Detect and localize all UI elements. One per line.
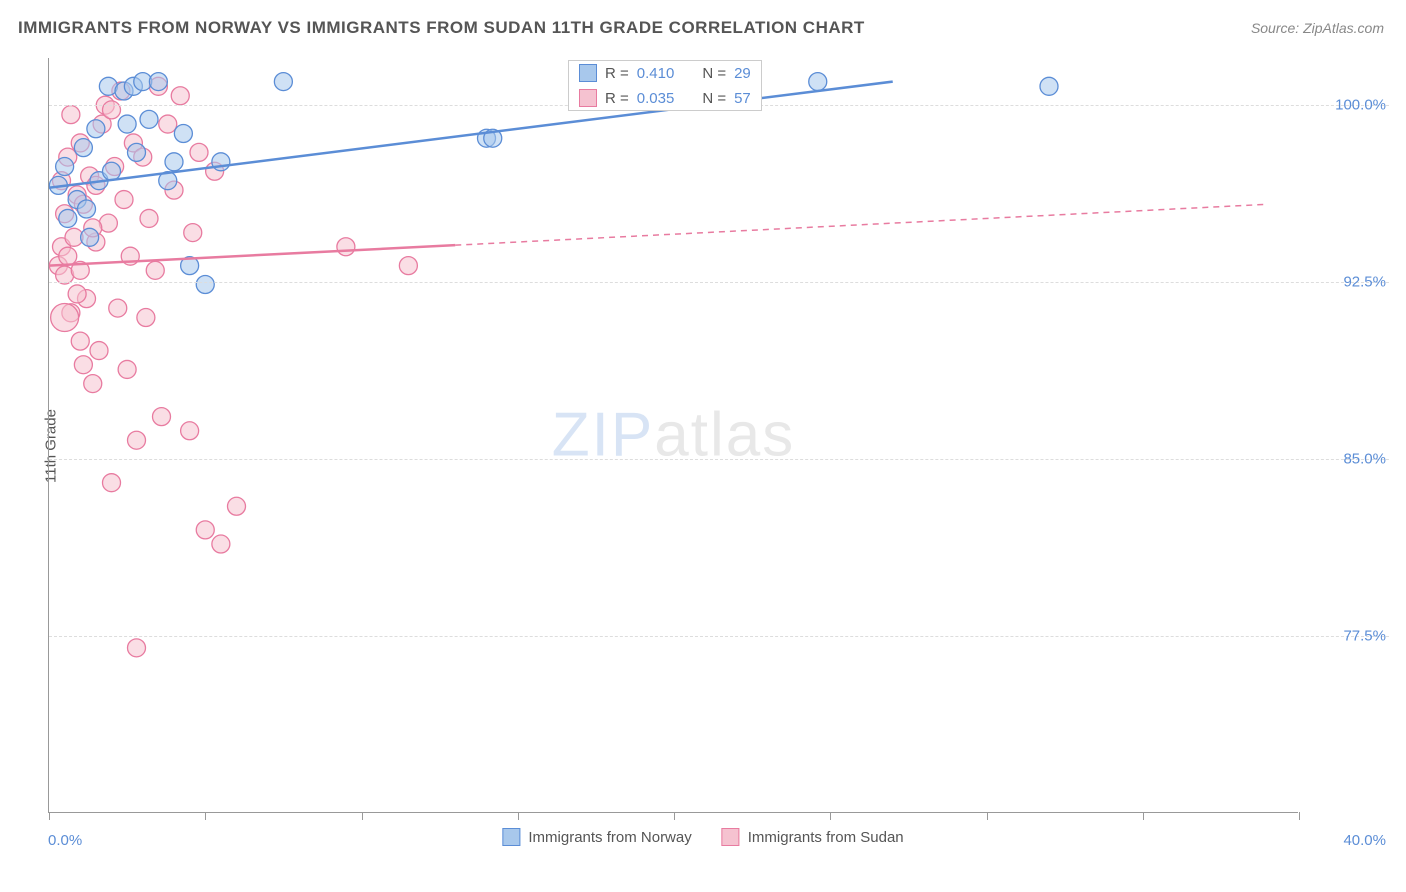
x-tick — [987, 812, 988, 820]
scatter-point — [71, 332, 89, 350]
legend-label-norway: Immigrants from Norway — [528, 829, 691, 846]
scatter-point — [90, 342, 108, 360]
x-tick — [518, 812, 519, 820]
scatter-point — [196, 521, 214, 539]
scatter-point — [81, 228, 99, 246]
x-tick — [362, 812, 363, 820]
gridline — [49, 636, 1389, 637]
scatter-point — [128, 143, 146, 161]
scatter-point — [74, 356, 92, 374]
scatter-point — [153, 408, 171, 426]
scatter-point — [140, 209, 158, 227]
scatter-point — [51, 304, 79, 332]
legend-row-sudan: R = 0.035 N = 57 — [569, 85, 761, 110]
gridline — [49, 282, 1389, 283]
n-prefix: N = — [702, 65, 726, 82]
scatter-point — [115, 191, 133, 209]
plot-svg — [49, 58, 1298, 812]
scatter-point — [174, 125, 192, 143]
scatter-point — [68, 285, 86, 303]
scatter-point — [109, 299, 127, 317]
scatter-point — [196, 276, 214, 294]
scatter-point — [118, 360, 136, 378]
scatter-point — [149, 73, 167, 91]
scatter-point — [165, 153, 183, 171]
n-prefix-2: N = — [702, 90, 726, 107]
r-prefix-2: R = — [605, 90, 629, 107]
scatter-point — [128, 431, 146, 449]
legend-series: Immigrants from Norway Immigrants from S… — [502, 828, 903, 846]
x-tick — [1299, 812, 1300, 820]
legend-correlation: R = 0.410 N = 29 R = 0.035 N = 57 — [568, 60, 762, 111]
scatter-point — [56, 158, 74, 176]
scatter-point — [59, 209, 77, 227]
scatter-point — [84, 375, 102, 393]
legend-swatch-pink-icon — [579, 89, 597, 107]
x-tick — [674, 812, 675, 820]
r-prefix: R = — [605, 65, 629, 82]
y-tick-label: 100.0% — [1335, 97, 1386, 114]
scatter-point — [809, 73, 827, 91]
scatter-point — [190, 143, 208, 161]
scatter-point — [74, 139, 92, 157]
legend-label-sudan: Immigrants from Sudan — [748, 829, 904, 846]
legend-item-sudan: Immigrants from Sudan — [722, 828, 904, 846]
scatter-point — [399, 257, 417, 275]
n-value-sudan: 57 — [734, 90, 751, 107]
legend-swatch-blue-icon — [502, 828, 520, 846]
scatter-point — [103, 162, 121, 180]
x-tick — [830, 812, 831, 820]
y-tick-label: 85.0% — [1343, 451, 1386, 468]
scatter-point — [159, 115, 177, 133]
x-axis-label-min: 0.0% — [48, 832, 82, 849]
scatter-point — [87, 120, 105, 138]
scatter-point — [118, 115, 136, 133]
y-tick-label: 77.5% — [1343, 628, 1386, 645]
scatter-point — [146, 261, 164, 279]
x-tick — [205, 812, 206, 820]
scatter-point — [137, 309, 155, 327]
scatter-point — [59, 247, 77, 265]
y-tick-label: 92.5% — [1343, 274, 1386, 291]
regression-line — [49, 245, 455, 265]
scatter-point — [337, 238, 355, 256]
regression-line-extrapolated — [455, 204, 1268, 245]
source-label: Source: ZipAtlas.com — [1251, 20, 1384, 36]
scatter-point — [184, 224, 202, 242]
scatter-point — [181, 422, 199, 440]
scatter-point — [1040, 77, 1058, 95]
legend-row-norway: R = 0.410 N = 29 — [569, 61, 761, 85]
plot-area: ZIPatlas 100.0%92.5%85.0%77.5% — [48, 58, 1298, 813]
scatter-point — [228, 497, 246, 515]
x-tick — [1143, 812, 1144, 820]
legend-swatch-blue-icon — [579, 64, 597, 82]
scatter-point — [171, 87, 189, 105]
r-value-sudan: 0.035 — [637, 90, 675, 107]
scatter-point — [103, 101, 121, 119]
x-axis-label-max: 40.0% — [1343, 832, 1386, 849]
scatter-point — [274, 73, 292, 91]
chart-title: IMMIGRANTS FROM NORWAY VS IMMIGRANTS FRO… — [18, 18, 865, 38]
gridline — [49, 459, 1389, 460]
scatter-point — [128, 639, 146, 657]
scatter-point — [140, 110, 158, 128]
scatter-point — [62, 106, 80, 124]
scatter-point — [78, 200, 96, 218]
r-value-norway: 0.410 — [637, 65, 675, 82]
legend-swatch-pink-icon — [722, 828, 740, 846]
legend-item-norway: Immigrants from Norway — [502, 828, 691, 846]
x-tick — [49, 812, 50, 820]
scatter-point — [212, 535, 230, 553]
scatter-point — [103, 474, 121, 492]
n-value-norway: 29 — [734, 65, 751, 82]
